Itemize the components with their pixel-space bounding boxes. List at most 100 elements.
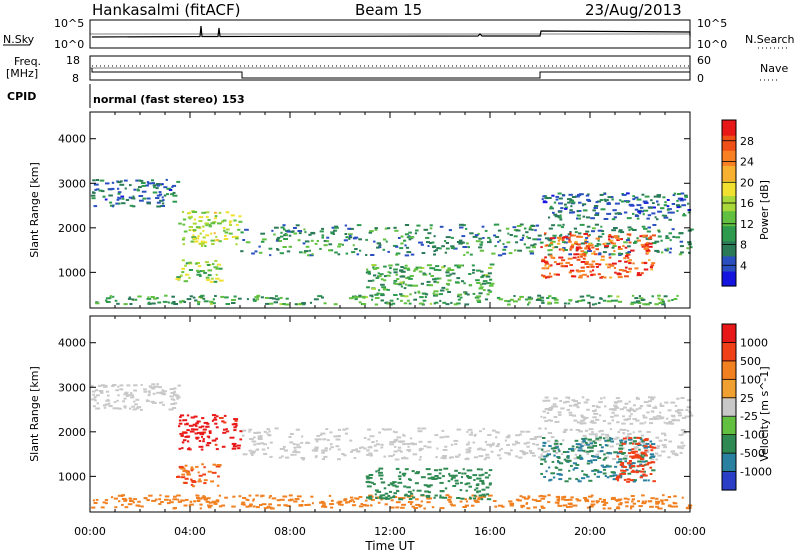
velocity-echo-cell — [638, 505, 643, 508]
velocity-echo-cell — [350, 499, 354, 502]
velocity-echo-cell — [441, 475, 445, 478]
power-echo-cell — [214, 259, 218, 262]
velocity-echo-cell — [655, 497, 659, 500]
velocity-echo-cell — [630, 495, 635, 497]
power-echo-cell — [666, 205, 670, 208]
velocity-echo-cell — [95, 394, 100, 397]
velocity-echo-cell — [358, 505, 364, 508]
velocity-echo-cell — [613, 451, 619, 454]
velocity-echo-cell — [498, 449, 502, 452]
velocity-echo-cell — [283, 504, 288, 507]
velocity-echo-cell — [623, 432, 626, 435]
power-echo-cell — [632, 212, 635, 215]
velocity-echo-cell — [215, 426, 219, 429]
power-echo-cell — [172, 194, 178, 197]
power-echo-cell — [544, 256, 547, 259]
power-echo-cell — [486, 282, 491, 285]
velocity-echo-cell — [661, 432, 666, 435]
power-echo-cell — [608, 263, 611, 266]
velocity-echo-cell — [680, 397, 685, 399]
power-echo-cell — [314, 242, 318, 245]
velocity-echo-cell — [650, 461, 654, 464]
velocity-echo-cell — [495, 431, 499, 434]
power-echo-cell — [214, 211, 217, 214]
power-echo-cell — [395, 252, 401, 255]
velocity-echo-cell — [630, 464, 636, 467]
power-echo-cell — [567, 302, 571, 305]
power-echo-cell — [624, 246, 628, 249]
velocity-echo-cell — [474, 500, 480, 503]
power-echo-cell — [162, 199, 165, 202]
power-echo-cell — [323, 244, 328, 247]
power-echo-cell — [389, 267, 392, 270]
velocity-colorbar-frame — [721, 323, 737, 491]
power-echo-cell — [554, 301, 559, 304]
velocity-echo-cell — [161, 389, 164, 392]
velocity-echo-cell — [568, 411, 573, 414]
power-echo-cell — [568, 193, 573, 196]
velocity-echo-cell — [523, 442, 528, 445]
power-echo-cell — [615, 299, 618, 302]
power-echo-cell — [580, 250, 585, 253]
power-echo-cell — [651, 212, 656, 215]
power-echo-cell — [618, 269, 624, 271]
velocity-echo-cell — [314, 438, 319, 441]
velocity-echo-cell — [222, 431, 227, 434]
velocity-echo-cell — [261, 503, 267, 506]
velocity-echo-cell — [542, 495, 547, 498]
velocity-echo-cell — [595, 412, 599, 415]
power-echo-cell — [365, 296, 368, 299]
velocity-echo-cell — [289, 433, 294, 435]
velocity-echo-cell — [207, 504, 210, 507]
velocity-echo-cell — [660, 416, 665, 419]
power-echo-cell — [681, 204, 687, 207]
power-echo-cell — [569, 248, 572, 251]
power-echo-cell — [213, 266, 219, 269]
velocity-colorbar-tick-label: -500 — [740, 447, 765, 460]
velocity-echo-cell — [196, 494, 200, 497]
power-echo-cell — [587, 193, 590, 196]
velocity-echo-cell — [288, 494, 293, 497]
power-echo-cell — [517, 249, 522, 252]
power-echo-cell — [537, 297, 542, 300]
power-echo-cell — [404, 233, 409, 236]
power-echo-cell — [228, 232, 233, 235]
power-echo-cell — [587, 200, 592, 202]
power-echo-cell — [418, 302, 424, 305]
velocity-echo-cell — [623, 418, 628, 421]
velocity-echo-cell — [215, 465, 221, 468]
velocity-echo-cell — [635, 469, 638, 472]
power-echo-cell — [301, 303, 306, 306]
velocity-echo-cell — [574, 403, 579, 406]
power-echo-cell — [597, 302, 601, 304]
power-echo-cell — [550, 241, 553, 244]
power-echo-cell — [552, 246, 555, 249]
power-echo-cell — [450, 247, 456, 249]
power-echo-cell — [181, 238, 185, 241]
power-echo-cell — [544, 197, 549, 200]
velocity-echo-cell — [181, 447, 184, 450]
velocity-echo-cell — [672, 501, 675, 504]
power-echo-cell — [399, 275, 402, 278]
power-echo-cell — [414, 232, 417, 235]
power-echo-cell — [578, 253, 584, 256]
xaxis-label: Time UT — [364, 539, 415, 553]
velocity-echo-cell — [532, 442, 535, 445]
velocity-echo-cell — [575, 478, 578, 481]
velocity-echo-cell — [460, 476, 463, 479]
power-echo-cell — [416, 224, 421, 227]
power-echo-cell — [378, 289, 381, 292]
power-echo-cell — [323, 240, 328, 242]
power-colorbar-segment — [722, 120, 736, 136]
power-echo-cell — [479, 243, 483, 246]
power-echo-cell — [303, 228, 306, 231]
velocity-echo-cell — [642, 416, 648, 419]
power-echo-cell — [646, 241, 649, 244]
velocity-echo-cell — [135, 407, 140, 410]
power-echo-cell — [571, 211, 576, 214]
velocity-echo-cell — [447, 480, 451, 483]
power-echo-cell — [225, 211, 230, 214]
power-echo-cell — [137, 295, 142, 298]
power-echo-cell — [384, 275, 387, 278]
